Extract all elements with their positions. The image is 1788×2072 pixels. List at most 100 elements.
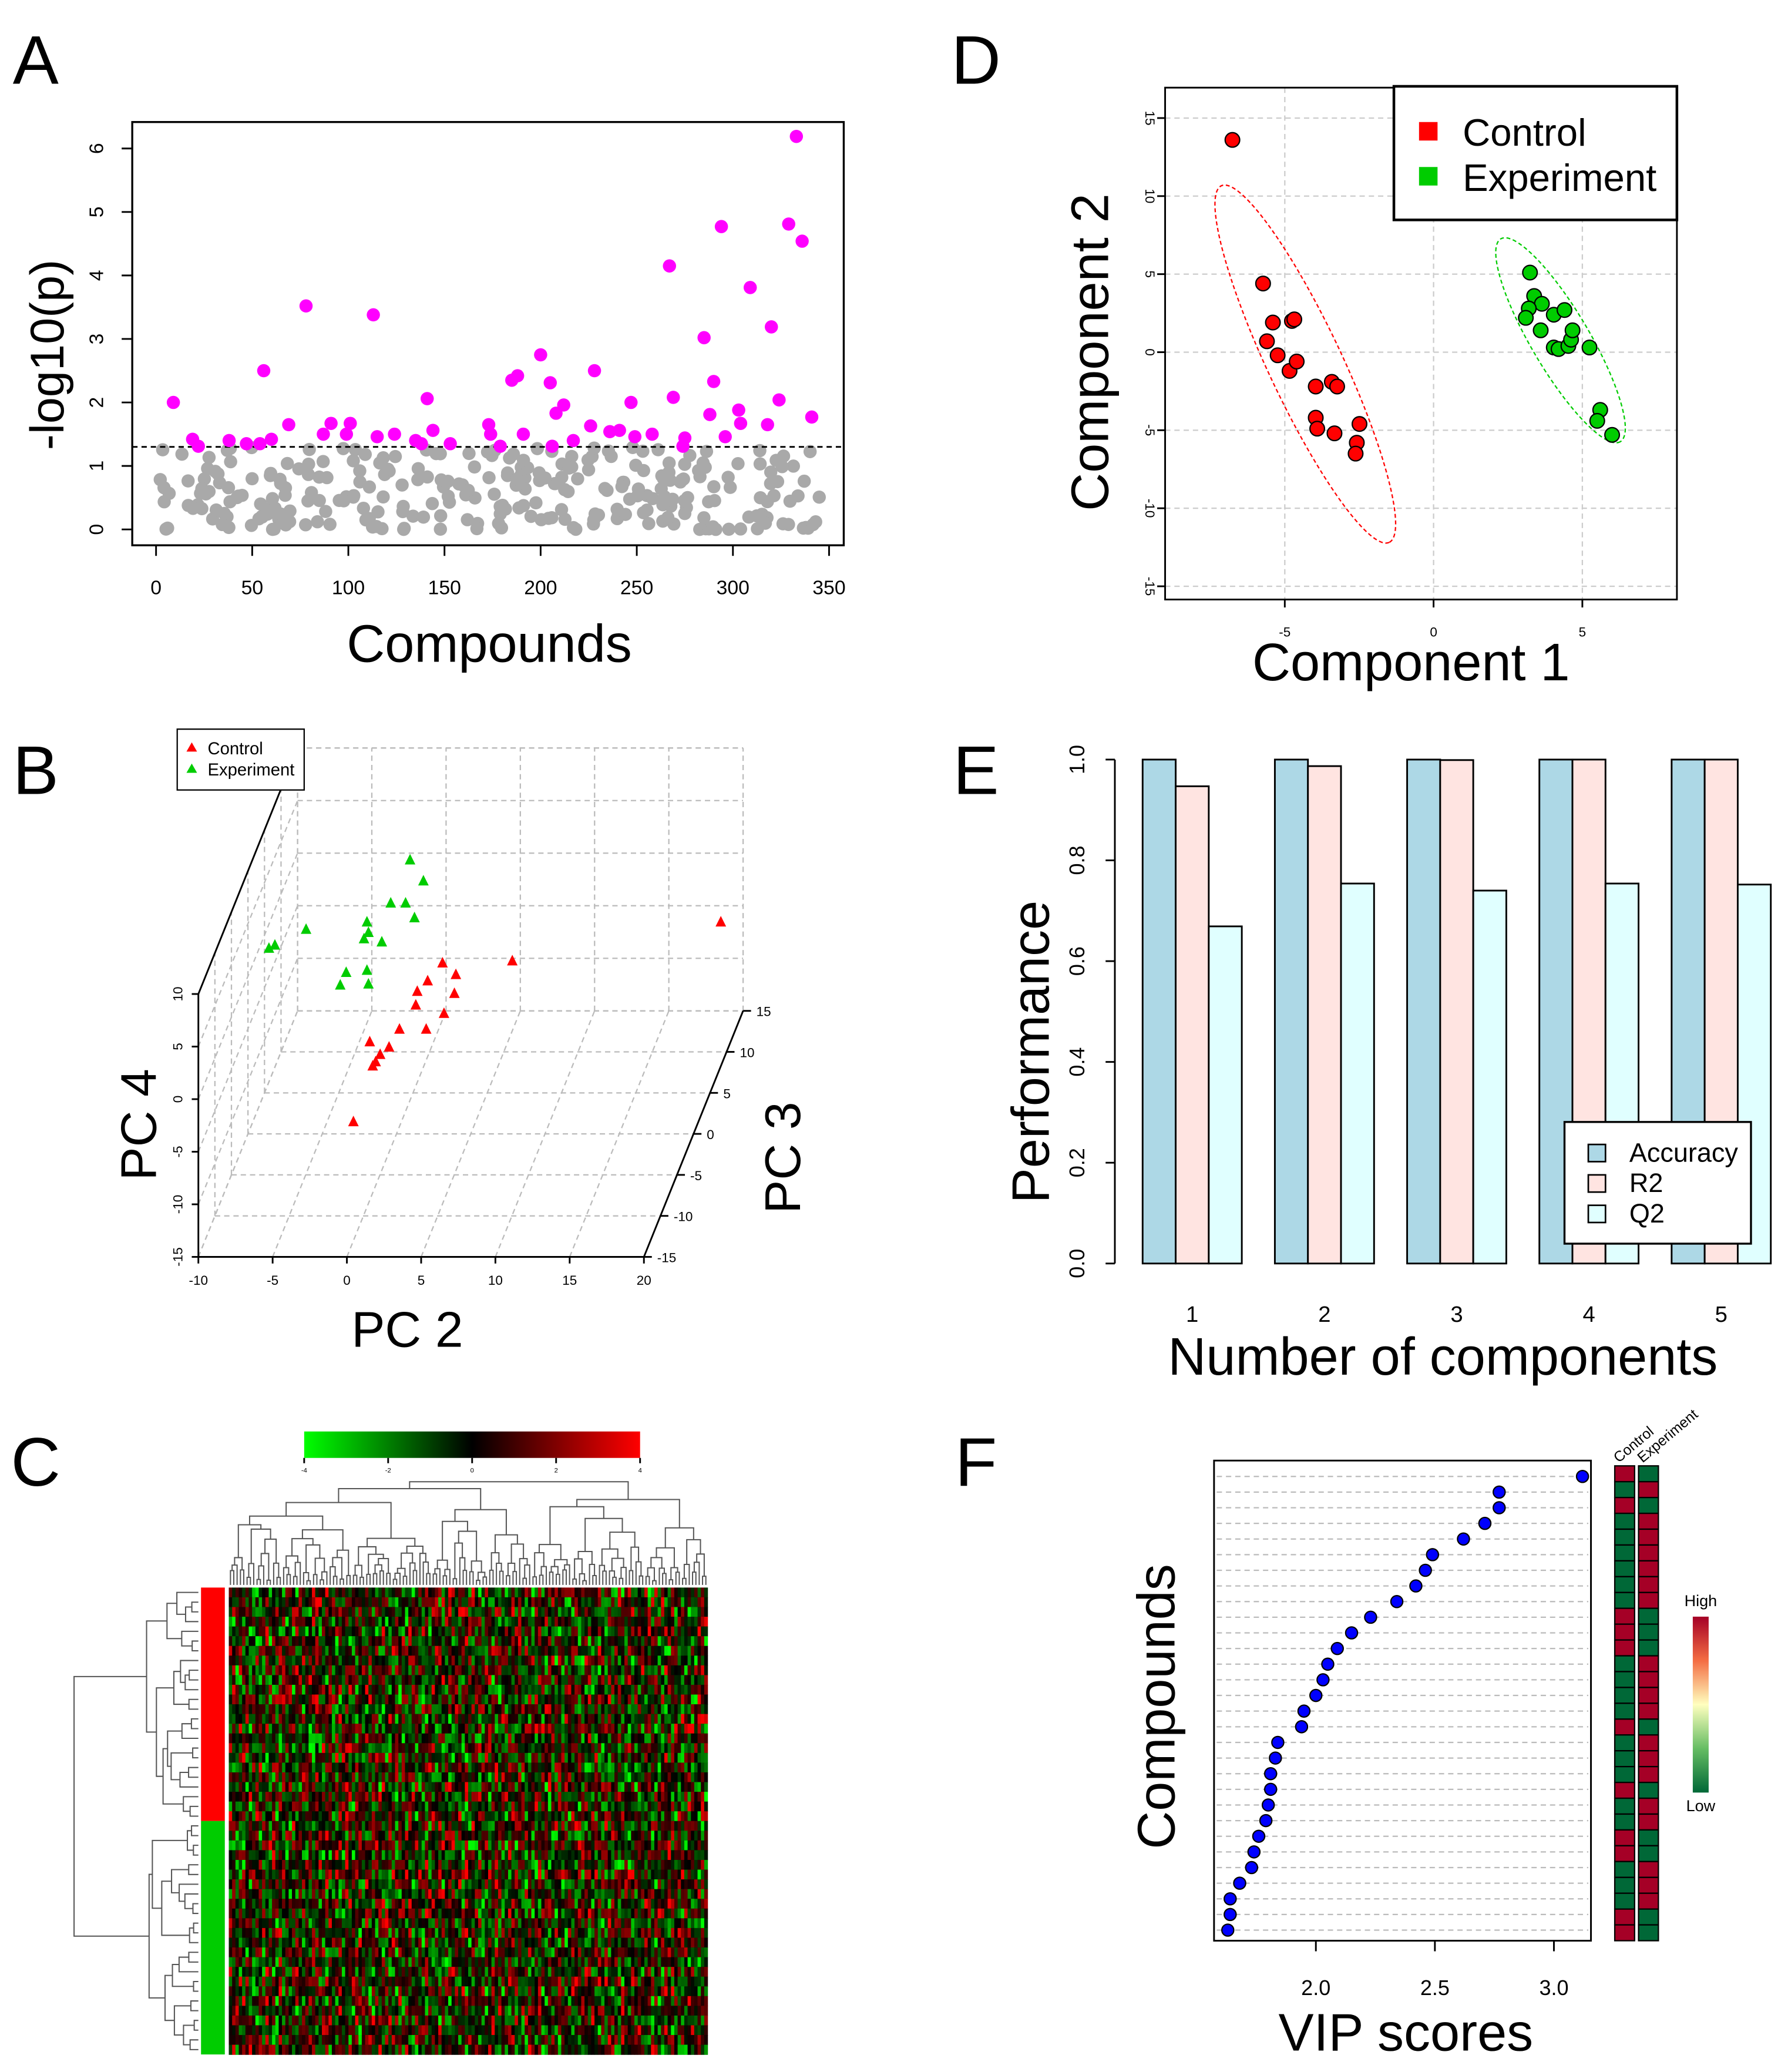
- heatmap-cell: [677, 1821, 681, 1831]
- heatmap-cell: [235, 1665, 240, 1676]
- heatmap-cell: [604, 1869, 609, 1880]
- heatmap-cell: [368, 1724, 372, 1734]
- heatmap-cell: [508, 1617, 512, 1627]
- heatmap-cell: [331, 1821, 336, 1831]
- heatmap-cell: [521, 1665, 525, 1676]
- heatmap-cell: [571, 1617, 575, 1627]
- heatmap-cell: [531, 1840, 535, 1851]
- heatmap-cell: [408, 1762, 412, 1773]
- heatmap-cell: [318, 1811, 322, 1822]
- heatmap-cell: [478, 1752, 482, 1764]
- heatmap-cell: [547, 1724, 552, 1734]
- heatmap-cell: [674, 1869, 678, 1880]
- heatmap-cell: [684, 1840, 688, 1851]
- heatmap-cell: [631, 1655, 635, 1666]
- significant-point: [714, 220, 728, 233]
- heatmap-cell: [275, 1645, 280, 1656]
- heatmap-cell: [358, 1714, 362, 1724]
- heatmap-cell: [521, 1821, 525, 1831]
- nonsignificant-point: [783, 494, 797, 508]
- heatmap-cell: [521, 1617, 525, 1627]
- heatmap-cell: [627, 1821, 632, 1831]
- heatmap-cell: [661, 1850, 665, 1861]
- heatmap-cell: [355, 1811, 359, 1822]
- heatmap-cell: [547, 1752, 552, 1764]
- heatmap-cell: [415, 1617, 419, 1627]
- heatmap-cell: [431, 1655, 436, 1666]
- heatmap-cell: [574, 1714, 579, 1724]
- heatmap-cell: [601, 1831, 605, 1841]
- heatmap-cell: [445, 1792, 449, 1802]
- heatmap-cell: [584, 1714, 589, 1724]
- heatmap-cell: [567, 1684, 572, 1695]
- heatmap-cell: [232, 1636, 236, 1647]
- heatmap-cell: [282, 1684, 286, 1695]
- heatmap-cell: [411, 1869, 416, 1880]
- heatmap-cell: [448, 1636, 452, 1647]
- heatmap-cell: [292, 1626, 296, 1637]
- heatmap-cell: [631, 1694, 635, 1705]
- heatmap-cell: [398, 1743, 402, 1754]
- heatmap-cell: [368, 1772, 372, 1783]
- heatmap-cell: [345, 1879, 349, 1890]
- heatmap-cell: [252, 1694, 256, 1705]
- heatmap-cell: [664, 1831, 668, 1841]
- heatmap-cell: [395, 1636, 399, 1647]
- heatmap-cell: [667, 1840, 671, 1851]
- heatmap-cell: [421, 1782, 426, 1792]
- heatmap-cell: [235, 1587, 240, 1598]
- heatmap-cell: [331, 1714, 336, 1724]
- heatmap-cell: [365, 1743, 369, 1754]
- heatmap-cell: [408, 1626, 412, 1637]
- heatmap-cell: [657, 1772, 661, 1783]
- heatmap-cell: [594, 1714, 599, 1724]
- heatmap-cell: [631, 1733, 635, 1744]
- heatmap-cell: [557, 1655, 562, 1666]
- heatmap-cell: [564, 1597, 569, 1608]
- heatmap-cell: [505, 1675, 509, 1685]
- heatmap-cell: [684, 1675, 688, 1685]
- heatmap-cell: [501, 1675, 505, 1685]
- heatmap-cell: [607, 1879, 612, 1890]
- heatmap-cell: [438, 1694, 442, 1705]
- heatmap-cell: [408, 1733, 412, 1744]
- heatmap-cell: [571, 1782, 575, 1792]
- heatmap-cell: [315, 1869, 319, 1880]
- heatmap-cell: [498, 1655, 502, 1666]
- heatmap-cell: [321, 1859, 326, 1870]
- heatmap-cell: [408, 1869, 412, 1880]
- heatmap-cell: [485, 1626, 489, 1637]
- heatmap-cell: [694, 1626, 698, 1637]
- heatmap-cell: [308, 1626, 312, 1637]
- heatmap-cell: [391, 1792, 396, 1802]
- heatmap-cell: [438, 1655, 442, 1666]
- heatmap-cell: [228, 1645, 233, 1656]
- heatmap-cell: [431, 1626, 436, 1637]
- heatmap-cell: [554, 1714, 559, 1724]
- heatmap-cell: [268, 1859, 273, 1870]
- heatmap-cell: [617, 1762, 622, 1773]
- heatmap-cell: [567, 1694, 572, 1705]
- heatmap-cell: [521, 1704, 525, 1715]
- heatmap-cell: [425, 1724, 429, 1734]
- heatmap-cell: [401, 1597, 406, 1608]
- heatmap-cell: [587, 1724, 592, 1734]
- heatmap-cell: [704, 1626, 708, 1637]
- heatmap-cell: [531, 1762, 535, 1773]
- heatmap-cell: [697, 1645, 701, 1656]
- heatmap-cell: [418, 1665, 422, 1676]
- heatmap-cell: [298, 1811, 303, 1822]
- heatmap-cell: [258, 1675, 263, 1685]
- heatmap-cell: [631, 1675, 635, 1685]
- heatmap-cell: [298, 1762, 303, 1773]
- heatmap-cell: [451, 1879, 456, 1890]
- heatmap-cell: [395, 1665, 399, 1676]
- heatmap-cell: [674, 1714, 678, 1724]
- heatmap-cell: [425, 1752, 429, 1764]
- heatmap-cell: [674, 1792, 678, 1802]
- heatmap-cell: [577, 1859, 582, 1870]
- heatmap-cell: [431, 1743, 436, 1754]
- heatmap-cell: [415, 1792, 419, 1802]
- heatmap-cell: [411, 1684, 416, 1695]
- heatmap-cell: [631, 1811, 635, 1822]
